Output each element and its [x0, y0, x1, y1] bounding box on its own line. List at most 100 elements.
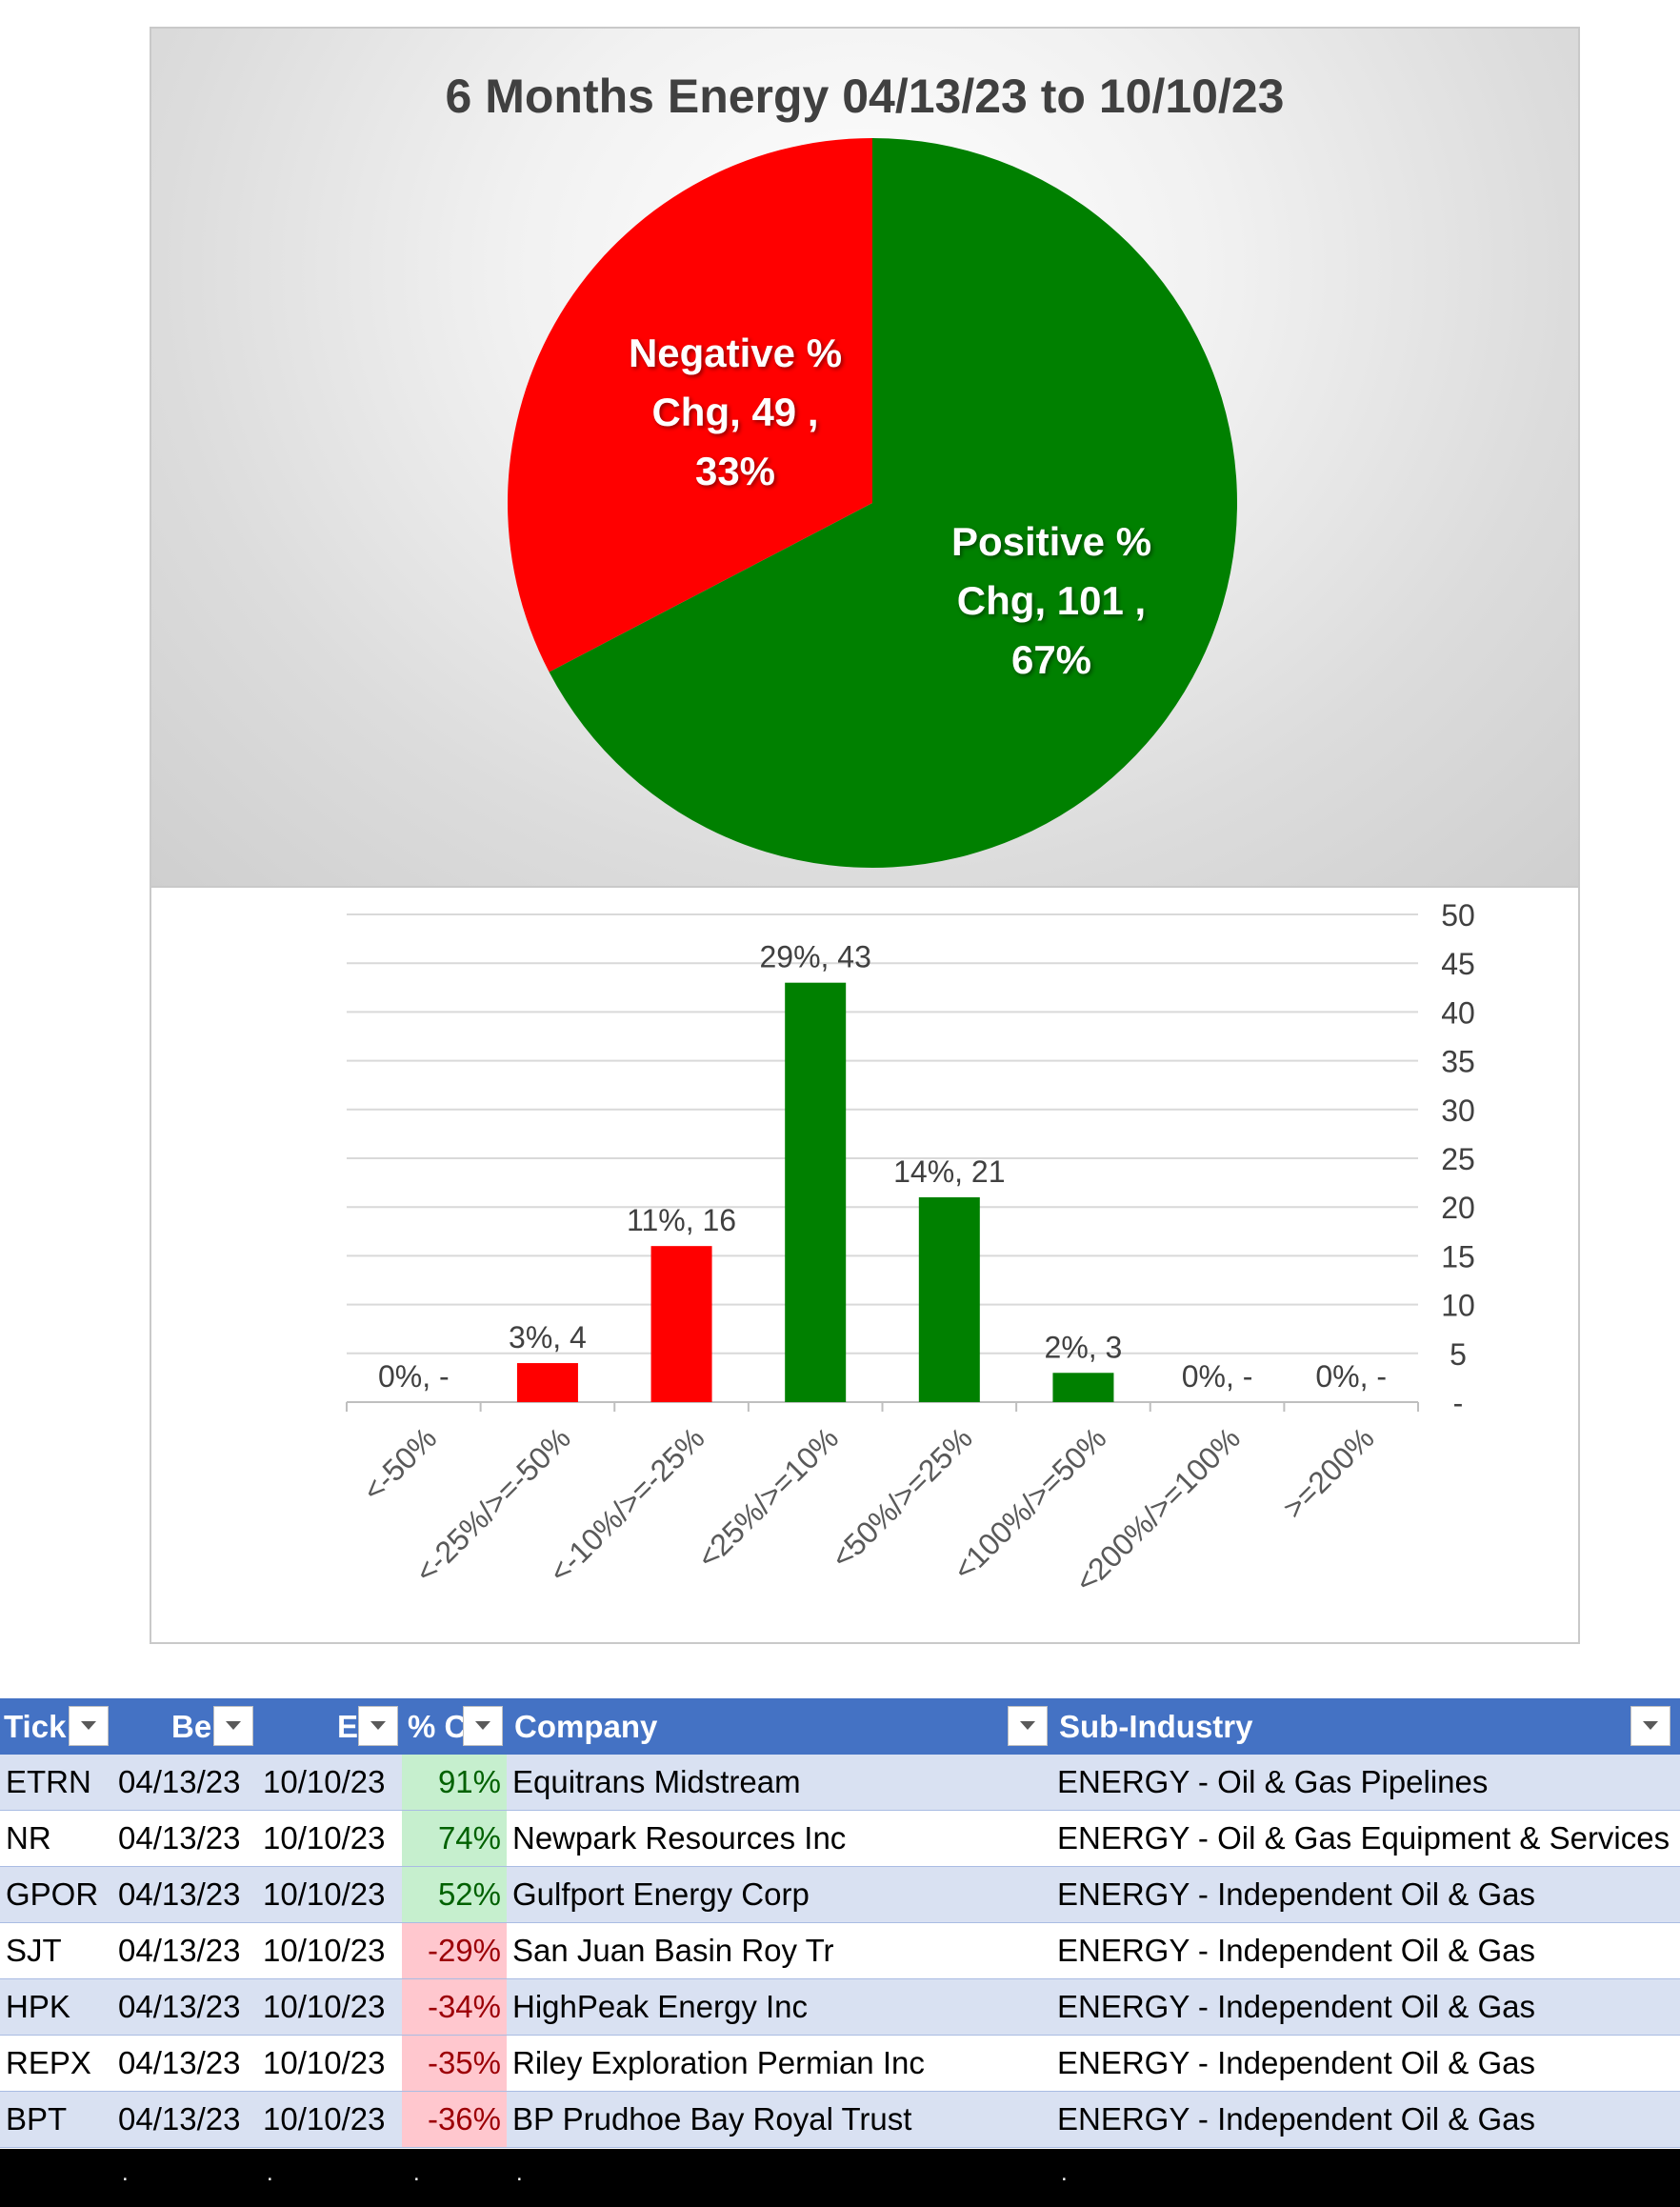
cell-company[interactable]: Equitrans Midstream: [507, 1755, 1051, 1811]
cell-pct-change[interactable]: -34%: [402, 1978, 507, 2036]
y-tick-label: 20: [1441, 1191, 1475, 1225]
column-header-pct-change[interactable]: % C: [402, 1698, 507, 1755]
pie-label-positive: Positive % Chg, 101 , 67%: [913, 512, 1190, 690]
cell-end-date[interactable]: 10/10/23: [257, 1755, 402, 1811]
cell-begin-date[interactable]: 04/13/23: [112, 1755, 257, 1811]
cell-company[interactable]: Riley Exploration Permian Inc: [507, 2035, 1051, 2092]
cell-ticker[interactable]: ETRN: [0, 1755, 112, 1811]
pie-label-negative-line3: 33%: [694, 449, 776, 493]
cell-company[interactable]: Gulfport Energy Corp: [507, 1866, 1051, 1923]
cell-begin-date[interactable]: 04/13/23: [112, 2091, 257, 2148]
pie-label-positive-line2: Chg, 101 ,: [956, 578, 1147, 623]
cell-ticker[interactable]: NR: [0, 1810, 112, 1867]
cell-begin-date[interactable]: 04/13/23: [112, 1866, 257, 1923]
cell-ticker[interactable]: SJT: [0, 1922, 112, 1979]
cell-pct-change[interactable]: -35%: [402, 2035, 507, 2092]
cell-company[interactable]: Newpark Resources Inc: [507, 1810, 1051, 1867]
table-row: SJT 04/13/23 10/10/23 -29% San Juan Basi…: [0, 1922, 1680, 1979]
pie-label-negative-line1: Negative %: [628, 331, 843, 375]
column-header-end-label: E: [337, 1708, 359, 1744]
table-row: NR 04/13/23 10/10/23 74% Newpark Resourc…: [0, 1810, 1680, 1867]
cell-sub-industry[interactable]: ENERGY - Independent Oil & Gas: [1051, 1978, 1680, 2036]
bar-data-label: 11%, 16: [627, 1203, 736, 1237]
pie-chart: [507, 138, 1237, 868]
dropdown-arrow-icon[interactable]: [463, 1706, 503, 1746]
table-row: REPX 04/13/23 10/10/23 -35% Riley Explor…: [0, 2035, 1680, 2092]
cell-sub-industry[interactable]: ENERGY - Independent Oil & Gas: [1051, 1922, 1680, 1979]
cell-end-date[interactable]: 10/10/23: [257, 1978, 402, 2036]
cell-begin-date[interactable]: 04/13/23: [112, 1978, 257, 2036]
table-row: GPOR 04/13/23 10/10/23 52% Gulfport Ener…: [0, 1866, 1680, 1923]
dropdown-arrow-icon[interactable]: [1008, 1706, 1048, 1746]
bar: [650, 1246, 712, 1402]
y-tick-label: 5: [1450, 1337, 1467, 1372]
y-tick-label: 50: [1441, 898, 1475, 933]
dropdown-arrow-icon[interactable]: [1630, 1706, 1670, 1746]
cell-pct-change[interactable]: -29%: [402, 1922, 507, 1979]
bar-chart-panel: -5 10 15 20 25 30 35 40 45 50 0%, - <-50% 3%, 4 <-25%…: [150, 888, 1580, 1644]
cell-pct-change[interactable]: -36%: [402, 2091, 507, 2148]
cell-sub-industry[interactable]: ENERGY - Oil & Gas Pipelines: [1051, 1755, 1680, 1811]
y-tick-label: -: [1453, 1386, 1464, 1420]
pie-label-negative-line2: Chg, 49 ,: [651, 390, 819, 434]
bar-data-label: 29%, 43: [759, 940, 870, 974]
cell-pct-change[interactable]: 52%: [402, 1866, 507, 1923]
cell-end-date[interactable]: 10/10/23: [257, 2091, 402, 2148]
column-header-company-label: Company: [514, 1708, 658, 1744]
cell-sub-industry[interactable]: ENERGY - Independent Oil & Gas: [1051, 2035, 1680, 2092]
y-tick-label: 10: [1441, 1289, 1475, 1323]
dropdown-arrow-icon[interactable]: [69, 1706, 109, 1746]
y-tick-label: 30: [1441, 1093, 1475, 1128]
y-tick-label: 35: [1441, 1045, 1475, 1079]
column-header-ticker-label: Tick: [4, 1708, 67, 1744]
bar-data-label: 0%, -: [1315, 1359, 1387, 1394]
cell-company[interactable]: BP Prudhoe Bay Royal Trust: [507, 2091, 1051, 2148]
column-header-sub-industry[interactable]: Sub-Industry: [1051, 1698, 1680, 1755]
cell-begin-date[interactable]: 04/13/23: [112, 1922, 257, 1979]
cell-pct-change[interactable]: 91%: [402, 1755, 507, 1811]
cell-end-date[interactable]: 10/10/23: [257, 1866, 402, 1923]
cell-begin-date[interactable]: 04/13/23: [112, 2035, 257, 2092]
cell-ticker[interactable]: BPT: [0, 2091, 112, 2148]
column-header-company[interactable]: Company: [507, 1698, 1051, 1755]
footer-bar: . . . . .: [0, 2149, 1680, 2207]
cell-company[interactable]: HighPeak Energy Inc: [507, 1978, 1051, 2036]
column-header-end[interactable]: E: [257, 1698, 402, 1755]
cell-ticker[interactable]: HPK: [0, 1978, 112, 2036]
footer-dot: .: [516, 2160, 523, 2186]
footer-dot: .: [122, 2160, 129, 2186]
cell-end-date[interactable]: 10/10/23: [257, 1922, 402, 1979]
pie-chart-panel: 6 Months Energy 04/13/23 to 10/10/23 Neg…: [150, 27, 1580, 888]
footer-dot: .: [1061, 2160, 1068, 2186]
cell-sub-industry[interactable]: ENERGY - Independent Oil & Gas: [1051, 2091, 1680, 2148]
cell-company[interactable]: San Juan Basin Roy Tr: [507, 1922, 1051, 1979]
pie-label-positive-line3: 67%: [1010, 637, 1092, 682]
cell-end-date[interactable]: 10/10/23: [257, 2035, 402, 2092]
pie-label-negative: Negative % Chg, 49 , 33%: [602, 324, 869, 501]
footer-dot: .: [413, 2160, 420, 2186]
pie-chart-title: 6 Months Energy 04/13/23 to 10/10/23: [445, 70, 1285, 123]
bar-data-label: 0%, -: [1182, 1359, 1253, 1394]
x-category-label: <25%/>=10%: [690, 1420, 845, 1575]
column-header-begin-label: Be: [171, 1708, 212, 1744]
dropdown-arrow-icon[interactable]: [358, 1706, 398, 1746]
column-header-ticker[interactable]: Tick: [0, 1698, 112, 1755]
y-tick-label: 25: [1441, 1142, 1475, 1176]
cell-ticker[interactable]: GPOR: [0, 1866, 112, 1923]
cell-ticker[interactable]: REPX: [0, 2035, 112, 2092]
column-header-begin[interactable]: Be: [112, 1698, 257, 1755]
dropdown-arrow-icon[interactable]: [213, 1706, 253, 1746]
cell-sub-industry[interactable]: ENERGY - Independent Oil & Gas: [1051, 1866, 1680, 1923]
table-row: HPK 04/13/23 10/10/23 -34% HighPeak Ener…: [0, 1978, 1680, 2036]
cell-pct-change[interactable]: 74%: [402, 1810, 507, 1867]
footer-dot: .: [267, 2160, 273, 2186]
y-tick-label: 40: [1441, 995, 1475, 1030]
bar-data-label: 14%, 21: [893, 1154, 1005, 1189]
cell-end-date[interactable]: 10/10/23: [257, 1810, 402, 1867]
column-header-sub-industry-label: Sub-Industry: [1059, 1708, 1253, 1744]
bar-data-label: 2%, 3: [1045, 1330, 1123, 1364]
cell-begin-date[interactable]: 04/13/23: [112, 1810, 257, 1867]
cell-sub-industry[interactable]: ENERGY - Oil & Gas Equipment & Services: [1051, 1810, 1680, 1867]
bar: [516, 1363, 578, 1402]
